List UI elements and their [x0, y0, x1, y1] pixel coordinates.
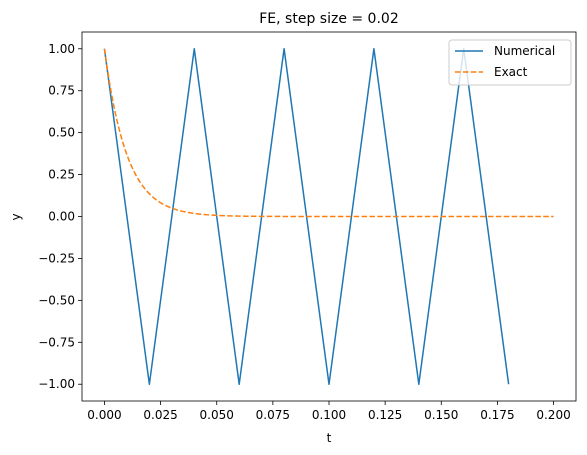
y-tick-label: 0.00 — [48, 210, 75, 224]
x-axis: 0.000 0.025 0.050 0.075 0.100 0.125 0.150 0.175… — [87, 401, 571, 422]
y-tick-label: 0.75 — [48, 84, 75, 98]
x-tick-label: 0.125 — [368, 408, 402, 422]
legend-numerical-label: Numerical — [494, 44, 555, 58]
x-tick-label: 0.200 — [536, 408, 570, 422]
chart-title: FE, step size = 0.02 — [259, 11, 398, 27]
y-tick-label: 0.25 — [48, 168, 75, 182]
legend: Numerical Exact — [448, 39, 572, 86]
x-axis-label: t — [327, 431, 332, 445]
x-tick-label: 0.175 — [480, 408, 514, 422]
x-tick-label: 0.000 — [87, 408, 121, 422]
series-layer — [103, 48, 554, 385]
y-axis-label: y — [9, 213, 23, 220]
legend-exact-label: Exact — [494, 65, 528, 79]
x-tick-label: 0.150 — [424, 408, 458, 422]
y-tick-label: −1.00 — [38, 377, 75, 391]
y-tick-label: −0.25 — [38, 251, 75, 265]
y-tick-label: 1.00 — [48, 42, 75, 56]
y-axis: −1.00 −0.75 −0.50 −0.25 0.00 0.25 0.50 0.75 1.00 — [38, 42, 82, 391]
y-tick-label: 0.50 — [48, 126, 75, 140]
x-tick-label: 0.075 — [256, 408, 290, 422]
x-tick-label: 0.100 — [312, 408, 346, 422]
y-tick-label: −0.75 — [38, 335, 75, 349]
x-tick-label: 0.050 — [200, 408, 234, 422]
x-tick-label: 0.025 — [143, 408, 177, 422]
y-tick-label: −0.50 — [38, 293, 75, 307]
